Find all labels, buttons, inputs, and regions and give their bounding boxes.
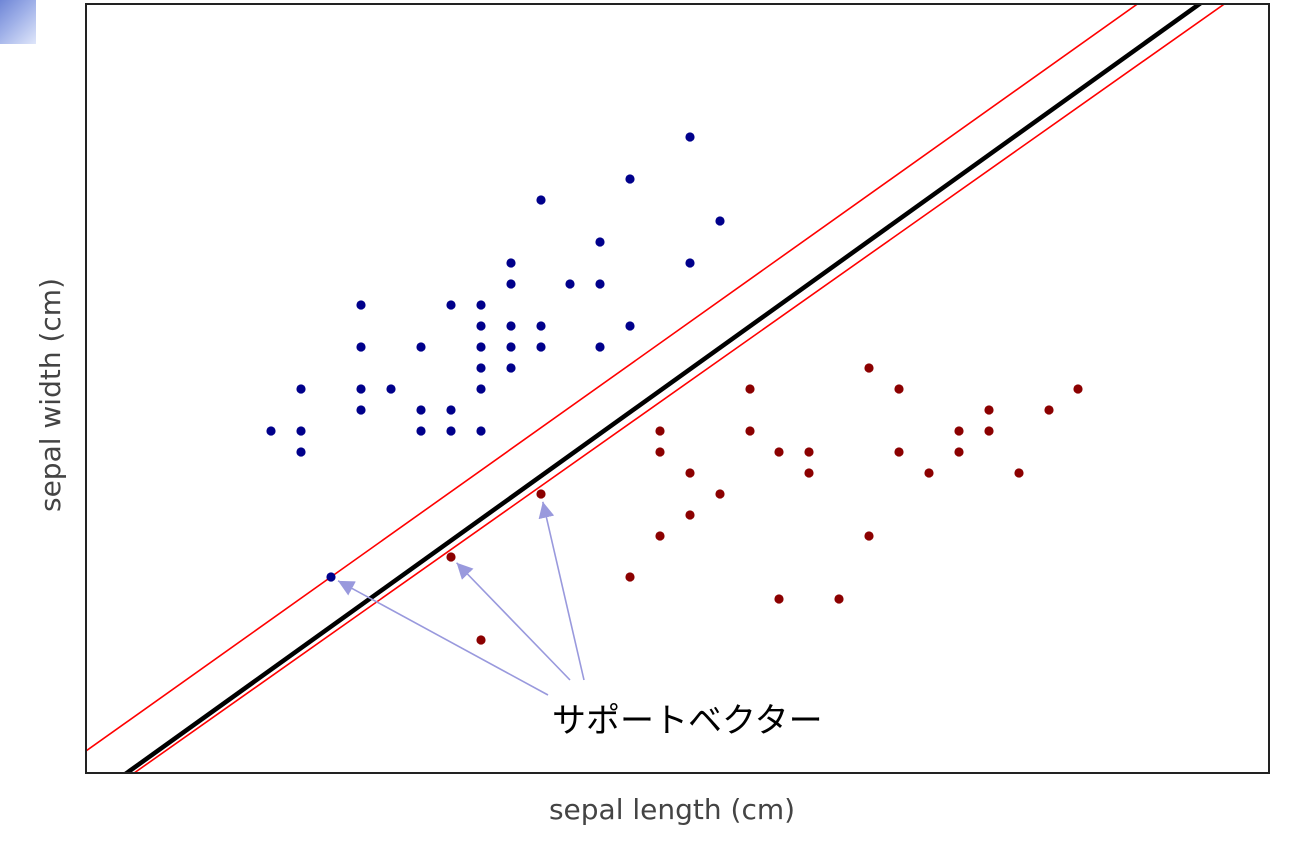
annotation-arrow [455, 562, 571, 681]
class-0-point [446, 405, 456, 415]
margin-line-upper [87, 5, 1138, 752]
class-1-point [655, 426, 665, 436]
class-0-point [536, 321, 546, 331]
class-0-point [506, 258, 516, 268]
class-0-point [476, 321, 486, 331]
class-0-point [356, 342, 366, 352]
class-0-point [685, 258, 695, 268]
class-0-point [715, 216, 725, 226]
class-0-point [296, 426, 306, 436]
class-0-point [296, 384, 306, 394]
class-0-point [685, 132, 695, 142]
class-1-point [625, 572, 635, 582]
class-0-point [536, 195, 546, 205]
class-0-point [565, 279, 575, 289]
class-1-point [954, 426, 964, 436]
x-axis-label: sepal length (cm) [549, 793, 795, 826]
class-0-point [356, 405, 366, 415]
class-1-point [655, 531, 665, 541]
class-1-point [804, 468, 814, 478]
class-0-point [506, 363, 516, 373]
class-0-point [476, 300, 486, 310]
class-0-point [356, 300, 366, 310]
class-0-point [625, 321, 635, 331]
class-0-point [506, 342, 516, 352]
class-0-point [446, 426, 456, 436]
class-1-point [446, 552, 456, 562]
class-1-point [984, 405, 994, 415]
class-1-point [685, 468, 695, 478]
class-0-point [476, 342, 486, 352]
class-1-point [864, 531, 874, 541]
class-1-point [894, 447, 904, 457]
class-0-point [416, 342, 426, 352]
margin-line-lower [134, 5, 1225, 772]
class-1-point [685, 510, 695, 520]
class-1-point [1073, 384, 1083, 394]
class-1-point [804, 447, 814, 457]
class-1-point [715, 489, 725, 499]
class-1-point [954, 447, 964, 457]
class-1-point [1014, 468, 1024, 478]
class-0-point [595, 237, 605, 247]
slide-corner-decoration [0, 0, 36, 44]
class-0-point [506, 279, 516, 289]
class-0-point [476, 384, 486, 394]
class-1-point [655, 447, 665, 457]
class-1-point [864, 363, 874, 373]
class-1-point [984, 426, 994, 436]
y-axis-label: sepal width (cm) [34, 278, 67, 512]
annotation-arrow [337, 580, 549, 696]
class-1-point [834, 594, 844, 604]
class-0-point [266, 426, 276, 436]
decision-boundary-line [124, 5, 1202, 772]
class-0-point [595, 279, 605, 289]
class-0-point [386, 384, 396, 394]
class-0-point [416, 405, 426, 415]
class-1-point [745, 384, 755, 394]
plot-frame [85, 3, 1270, 774]
class-0-point [506, 321, 516, 331]
support-vector-annotation: サポートベクター [552, 701, 823, 741]
class-1-point [894, 384, 904, 394]
class-1-point [745, 426, 755, 436]
class-1-point [1044, 405, 1054, 415]
class-0-point [296, 447, 306, 457]
class-0-point [356, 384, 366, 394]
class-1-point [536, 489, 546, 499]
class-1-point [774, 447, 784, 457]
class-0-point [476, 426, 486, 436]
class-0-point [476, 363, 486, 373]
annotation-arrow [538, 501, 585, 681]
class-1-point [476, 635, 486, 645]
class-0-point [416, 426, 426, 436]
class-0-point [536, 342, 546, 352]
class-1-point [924, 468, 934, 478]
class-1-point [774, 594, 784, 604]
class-0-point [326, 572, 336, 582]
class-0-point [625, 174, 635, 184]
class-0-point [595, 342, 605, 352]
class-0-point [446, 300, 456, 310]
